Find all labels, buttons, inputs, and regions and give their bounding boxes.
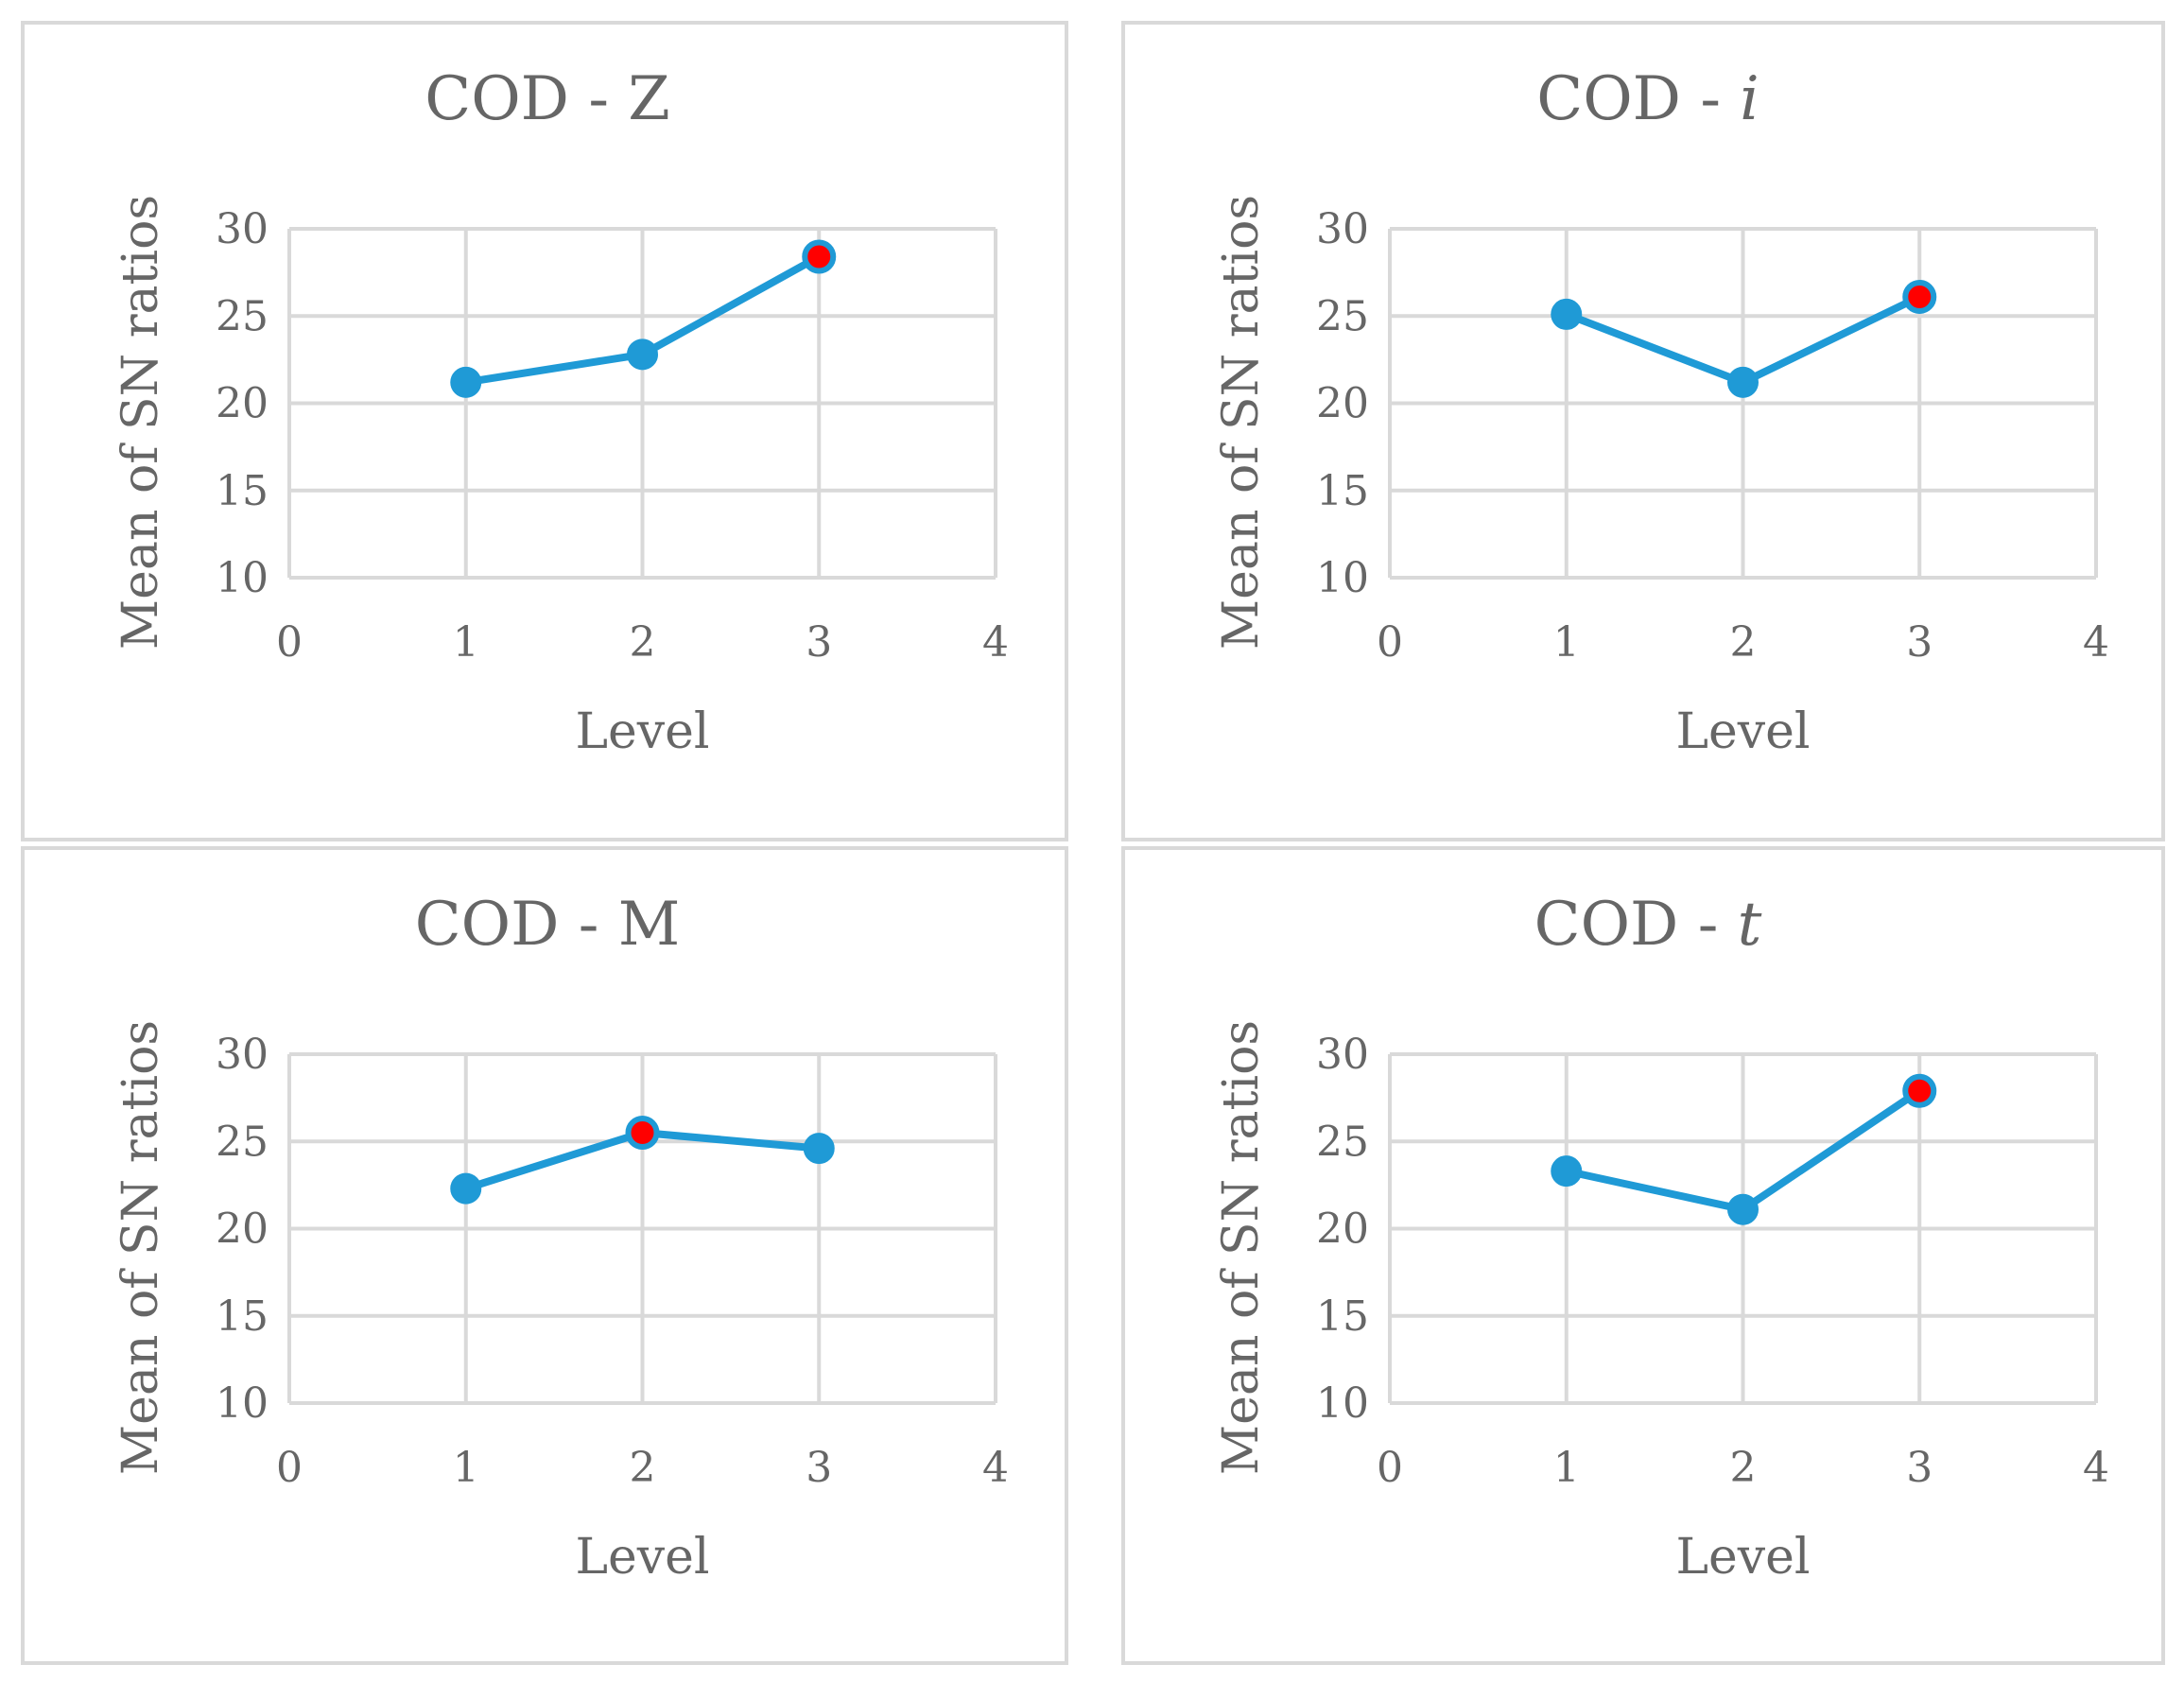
y-tick-label: 30 xyxy=(1316,1031,1369,1079)
data-point xyxy=(627,338,658,371)
y-tick-label: 25 xyxy=(1316,1118,1369,1166)
chart-title-variable: i xyxy=(1740,64,1759,134)
chart-title: COD - M xyxy=(415,890,681,960)
x-tick-label: 4 xyxy=(982,618,1009,667)
x-tick-label: 0 xyxy=(276,618,303,667)
y-tick-label: 10 xyxy=(216,1379,269,1428)
x-tick-label: 3 xyxy=(806,1444,832,1492)
y-tick-label: 15 xyxy=(216,1292,269,1341)
x-tick-label: 2 xyxy=(1730,1444,1757,1492)
y-tick-label: 30 xyxy=(1316,205,1369,253)
data-point xyxy=(1727,1193,1759,1225)
chart-title-variable: Z xyxy=(628,64,669,134)
data-point xyxy=(1551,298,1583,330)
chart-svg-cod-i: COD - i 10 15 20 25 30 0 1 2 3 4 Level Mean of SN ra… xyxy=(1213,64,2109,760)
y-axis-label: Mean of SN ratios xyxy=(1213,1020,1270,1475)
x-axis-label: Level xyxy=(1675,1529,1810,1586)
y-tick-label: 10 xyxy=(1316,554,1369,602)
y-tick-label: 10 xyxy=(1316,1379,1369,1428)
y-tick-label: 25 xyxy=(1316,292,1369,340)
chart-title-prefix: COD - xyxy=(425,64,628,134)
x-tick-label: 3 xyxy=(1906,618,1933,667)
chart-panel-cod-m: COD - M 10 15 20 25 30 0 1 2 3 4 Level Mean of SN ra… xyxy=(21,846,1068,1665)
y-tick-label: 30 xyxy=(216,205,269,253)
data-point xyxy=(1551,1155,1583,1188)
chart-panel-cod-t: COD - t 10 15 20 25 30 0 1 2 3 4 Level Mean of SN ra… xyxy=(1121,846,2165,1665)
y-tick-label: 20 xyxy=(216,1205,269,1254)
chart-title-prefix: COD - xyxy=(1536,64,1740,134)
x-tick-label: 3 xyxy=(806,618,832,667)
x-tick-label: 4 xyxy=(982,1444,1009,1492)
x-tick-label: 3 xyxy=(1906,1444,1933,1492)
y-tick-label: 25 xyxy=(216,1118,269,1166)
x-tick-label: 0 xyxy=(1377,1444,1403,1492)
x-axis-label: Level xyxy=(575,1529,709,1586)
data-point-optimal xyxy=(1902,1073,1937,1108)
y-tick-label: 15 xyxy=(1316,467,1369,515)
chart-panel-cod-i: COD - i 10 15 20 25 30 0 1 2 3 4 Level Mean of SN ra… xyxy=(1121,21,2165,841)
data-point xyxy=(803,1133,835,1165)
chart-panel-cod-z: COD - Z 10 15 20 25 30 0 1 2 3 4 Level Mean of SN ra… xyxy=(21,21,1068,841)
x-tick-label: 2 xyxy=(630,618,656,667)
x-tick-label: 4 xyxy=(2083,1444,2109,1492)
y-tick-label: 20 xyxy=(216,380,269,428)
y-tick-label: 20 xyxy=(1316,380,1369,428)
y-tick-label: 10 xyxy=(216,554,269,602)
chart-title-prefix: COD - xyxy=(1534,890,1738,960)
data-point xyxy=(1727,366,1759,398)
x-axis-label: Level xyxy=(1675,703,1810,760)
chart-svg-cod-z: COD - Z 10 15 20 25 30 0 1 2 3 4 Level Mean of SN ra… xyxy=(113,64,1009,760)
data-point xyxy=(450,1172,482,1205)
y-tick-label: 25 xyxy=(216,292,269,340)
x-tick-label: 1 xyxy=(1553,618,1580,667)
y-tick-label: 15 xyxy=(216,467,269,515)
x-axis-label: Level xyxy=(575,703,709,760)
x-tick-label: 2 xyxy=(1730,618,1757,667)
y-axis-label: Mean of SN ratios xyxy=(1213,195,1270,650)
y-tick-label: 15 xyxy=(1316,1292,1369,1341)
x-tick-label: 1 xyxy=(453,1444,479,1492)
x-tick-label: 4 xyxy=(2083,618,2109,667)
y-tick-label: 30 xyxy=(216,1031,269,1079)
data-point-optimal xyxy=(1902,279,1937,314)
chart-title: COD - t xyxy=(1534,890,1762,960)
chart-title-variable: M xyxy=(618,890,681,960)
y-tick-label: 20 xyxy=(1316,1205,1369,1254)
data-point-optimal xyxy=(625,1116,660,1151)
x-tick-label: 0 xyxy=(276,1444,303,1492)
x-tick-label: 1 xyxy=(453,618,479,667)
chart-title-variable: t xyxy=(1738,890,1762,960)
x-tick-label: 1 xyxy=(1553,1444,1580,1492)
x-tick-label: 0 xyxy=(1377,618,1403,667)
chart-title: COD - i xyxy=(1536,64,1759,134)
chart-title-prefix: COD - xyxy=(415,890,618,960)
data-point-optimal xyxy=(802,239,837,274)
x-tick-label: 2 xyxy=(630,1444,656,1492)
chart-svg-cod-t: COD - t 10 15 20 25 30 0 1 2 3 4 Level Mean of SN ra… xyxy=(1213,890,2109,1586)
y-axis-label: Mean of SN ratios xyxy=(113,1020,169,1475)
chart-svg-cod-m: COD - M 10 15 20 25 30 0 1 2 3 4 Level Mean of SN ra… xyxy=(113,890,1009,1586)
chart-title: COD - Z xyxy=(425,64,670,134)
y-axis-label: Mean of SN ratios xyxy=(113,195,169,650)
data-point xyxy=(450,366,482,398)
